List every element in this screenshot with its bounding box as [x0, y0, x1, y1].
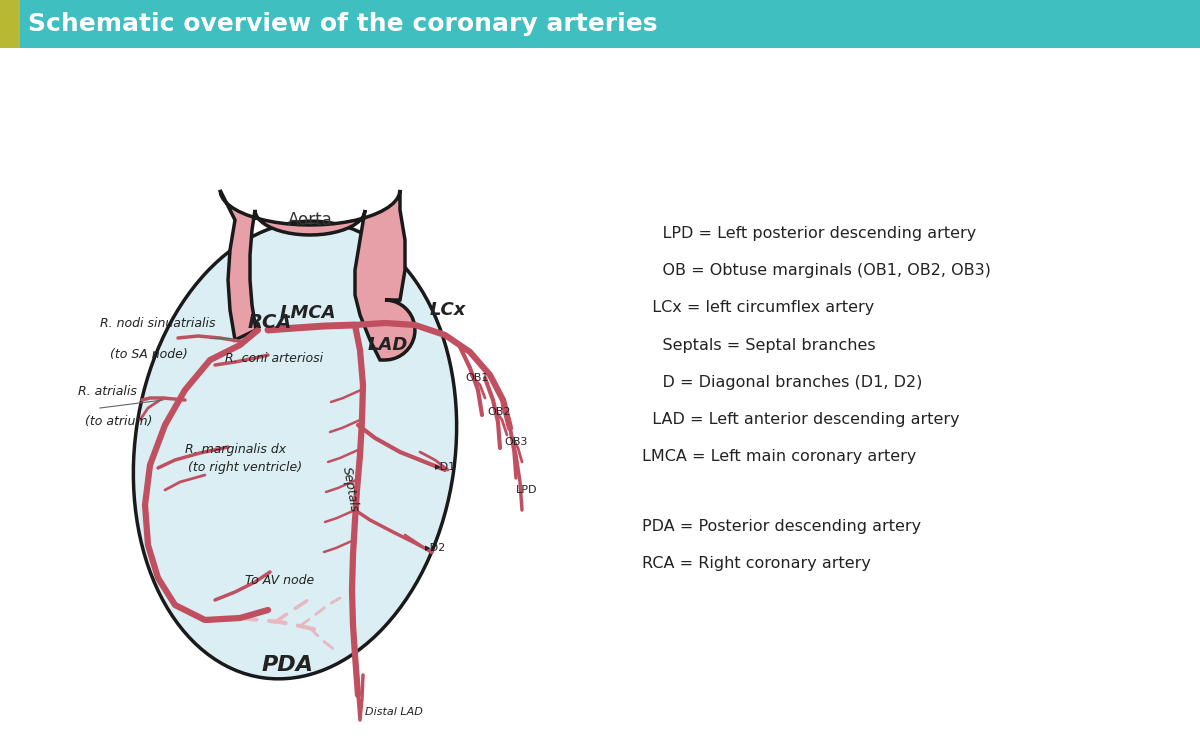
Text: OB3: OB3: [504, 437, 527, 447]
Text: RCA: RCA: [248, 312, 293, 332]
Text: OB = Obtuse marginals (OB1, OB2, OB3): OB = Obtuse marginals (OB1, OB2, OB3): [642, 263, 991, 278]
Text: Schematic overview of the coronary arteries: Schematic overview of the coronary arter…: [28, 12, 658, 36]
Text: LMCA = Left main coronary artery: LMCA = Left main coronary artery: [642, 449, 917, 464]
Text: ▸D2: ▸D2: [425, 543, 446, 553]
Text: LPD: LPD: [516, 485, 538, 495]
Text: LCx: LCx: [430, 301, 467, 319]
Text: (to atrium): (to atrium): [85, 415, 152, 428]
Text: R. atrialis: R. atrialis: [78, 385, 137, 398]
Text: (to SA node): (to SA node): [110, 348, 187, 361]
Text: Aorta: Aorta: [288, 211, 332, 229]
Text: D = Diagonal branches (D1, D2): D = Diagonal branches (D1, D2): [642, 375, 923, 390]
Text: LAD: LAD: [368, 336, 408, 354]
Text: LMCA: LMCA: [280, 304, 336, 322]
Text: PDA = Posterior descending artery: PDA = Posterior descending artery: [642, 519, 922, 534]
Text: ▸D1: ▸D1: [436, 462, 456, 472]
Text: Septals = Septal branches: Septals = Septal branches: [642, 338, 876, 352]
Text: Distal LAD: Distal LAD: [365, 707, 422, 717]
Text: RCA = Right coronary artery: RCA = Right coronary artery: [642, 556, 871, 571]
Text: (to right ventricle): (to right ventricle): [188, 462, 302, 474]
Text: OB1: OB1: [466, 373, 488, 383]
Ellipse shape: [133, 221, 457, 679]
Text: LAD = Left anterior descending artery: LAD = Left anterior descending artery: [642, 412, 960, 427]
Bar: [0, 0, 1200, 48]
Text: R. marginalis dx: R. marginalis dx: [185, 444, 286, 456]
Bar: [0, 0, 20, 48]
Polygon shape: [220, 190, 415, 360]
Text: OB2: OB2: [487, 407, 510, 417]
Text: R. nodi sinuatrialis: R. nodi sinuatrialis: [100, 317, 216, 330]
Text: To AV node: To AV node: [245, 574, 314, 586]
Text: PDA: PDA: [262, 655, 314, 675]
Text: LPD = Left posterior descending artery: LPD = Left posterior descending artery: [642, 226, 977, 241]
Text: R. coni arteriosi: R. coni arteriosi: [226, 352, 323, 364]
Text: Septals: Septals: [340, 466, 360, 513]
Text: LCx = left circumflex artery: LCx = left circumflex artery: [642, 301, 875, 315]
